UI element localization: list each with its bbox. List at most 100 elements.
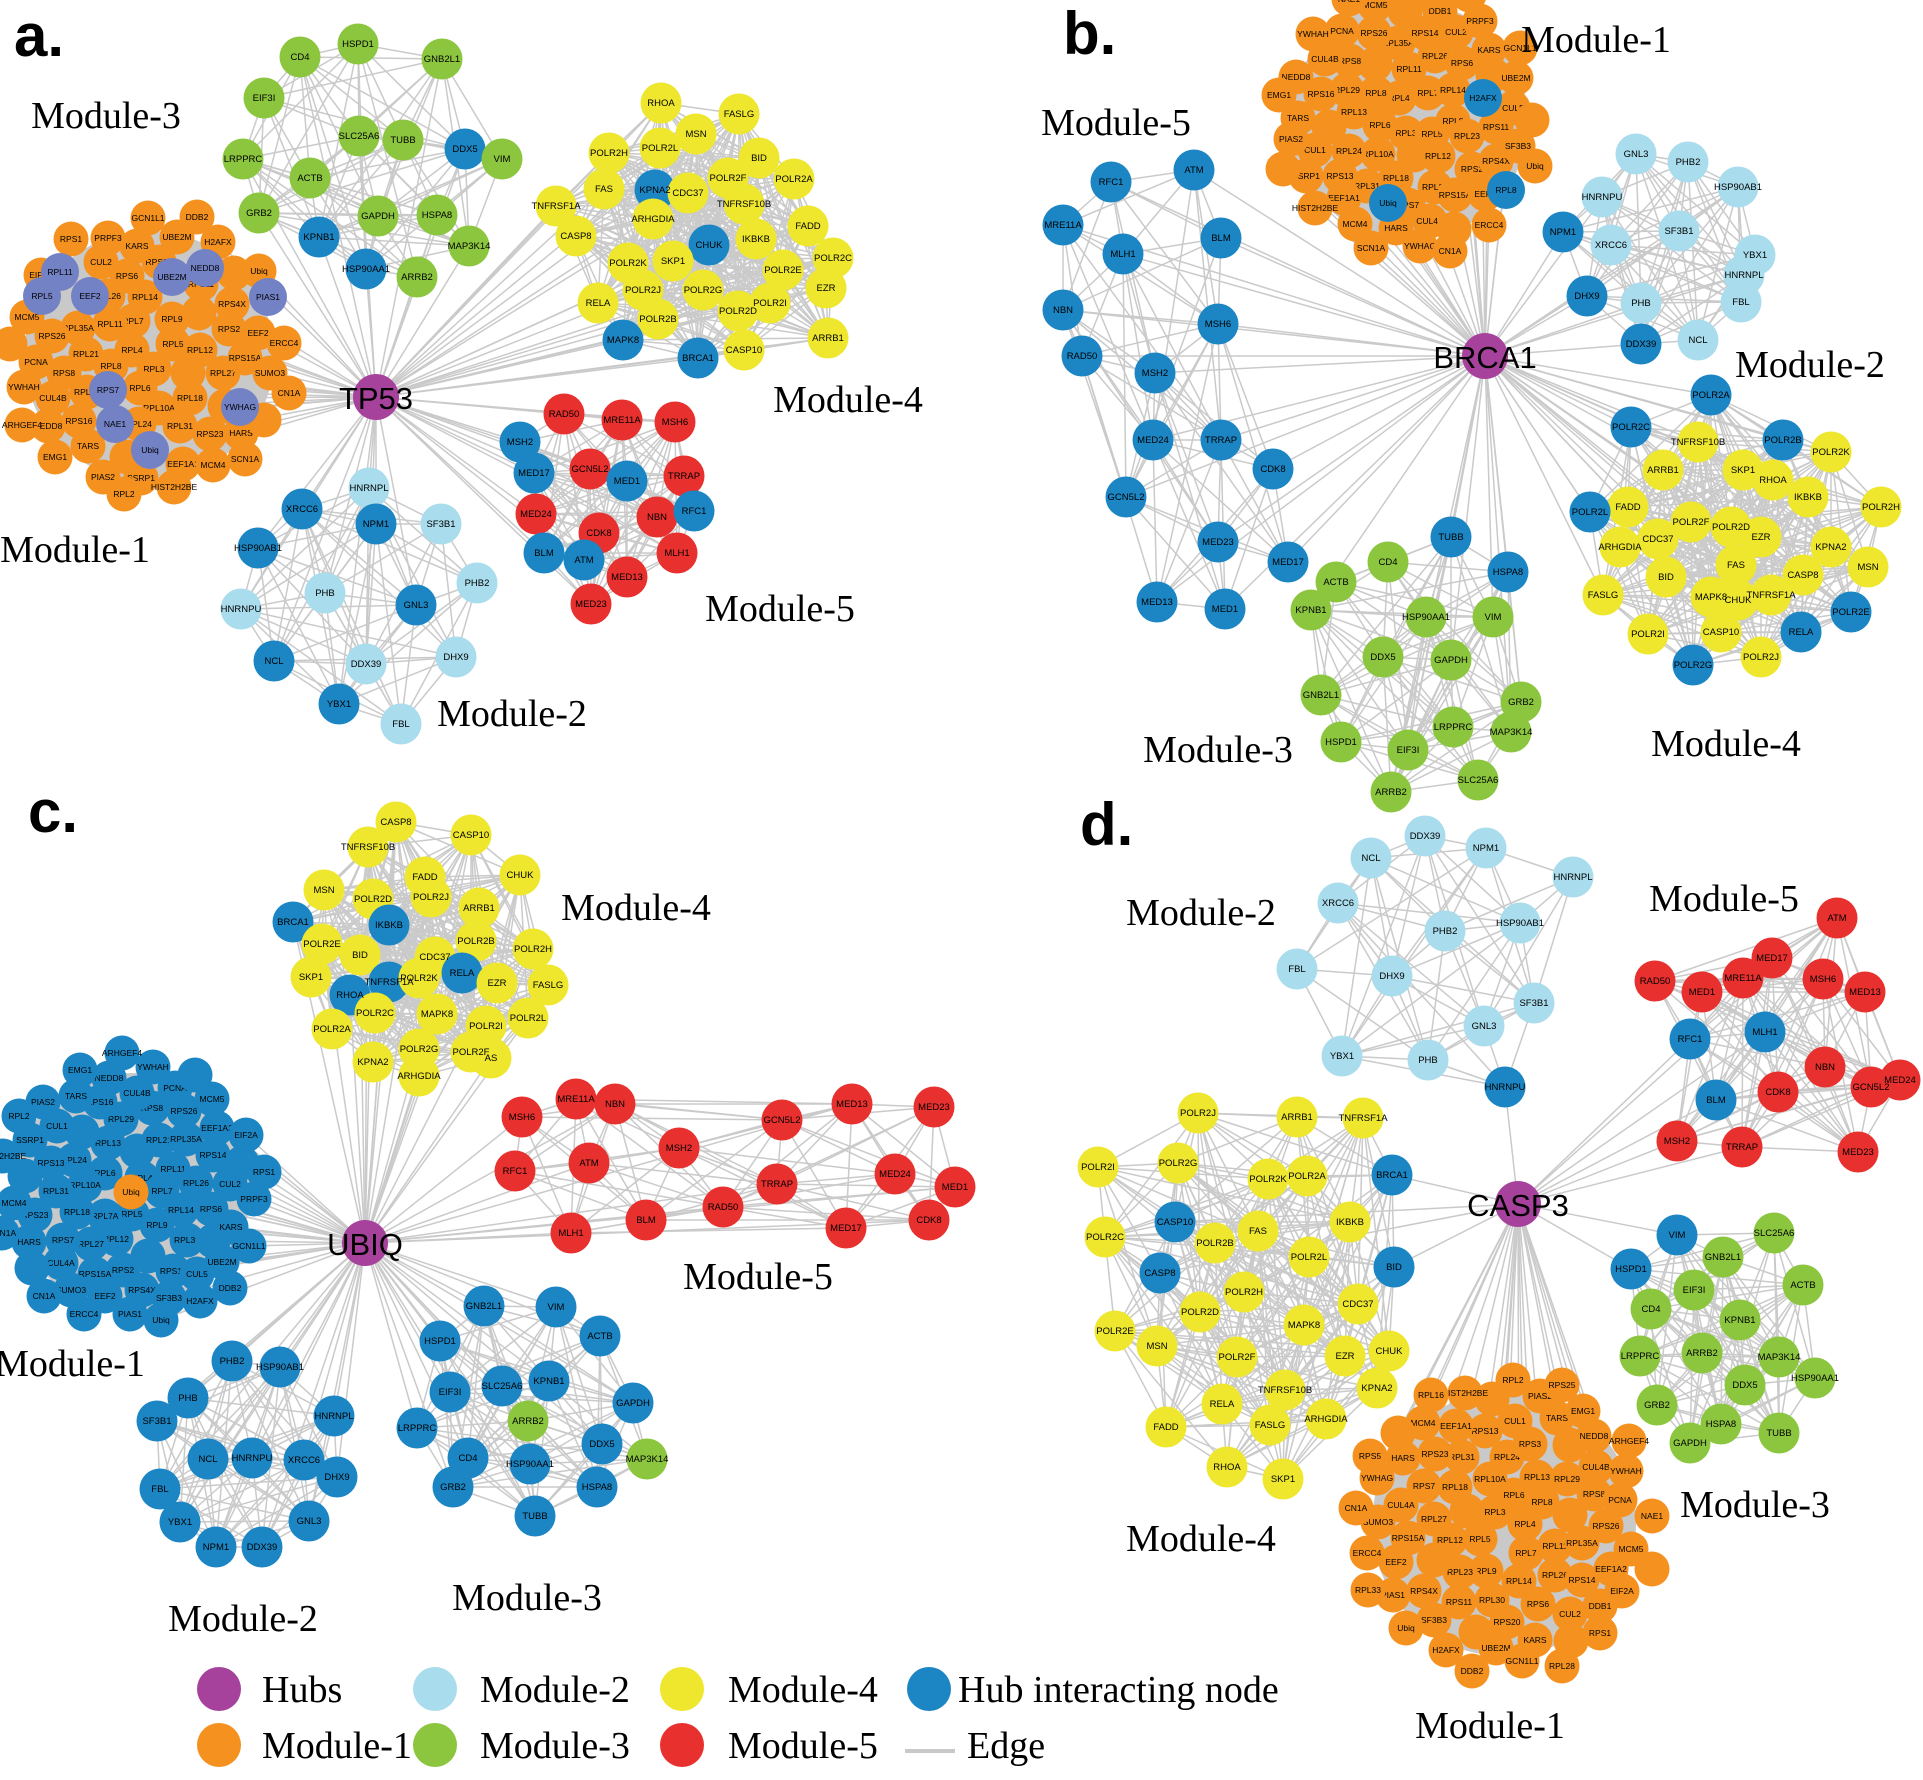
svg-text:HARS: HARS bbox=[1384, 223, 1408, 233]
svg-text:RPS6: RPS6 bbox=[1451, 58, 1473, 68]
svg-text:POLR2G: POLR2G bbox=[684, 285, 723, 296]
svg-text:RPL12: RPL12 bbox=[103, 1234, 129, 1244]
svg-text:POLR2A: POLR2A bbox=[1692, 390, 1730, 401]
svg-text:MED24: MED24 bbox=[520, 509, 552, 520]
svg-text:CHUK: CHUK bbox=[696, 240, 724, 251]
svg-text:RPS16: RPS16 bbox=[1308, 89, 1335, 99]
svg-text:ARHGEF4: ARHGEF4 bbox=[1609, 1436, 1649, 1446]
svg-text:POLR2D: POLR2D bbox=[1181, 1307, 1219, 1318]
svg-text:ACTB: ACTB bbox=[1323, 577, 1348, 588]
svg-text:YWHAH: YWHAH bbox=[1297, 29, 1329, 39]
svg-text:RFC1: RFC1 bbox=[503, 1166, 528, 1177]
svg-text:VIM: VIM bbox=[1485, 612, 1502, 623]
svg-text:FAS: FAS bbox=[1727, 560, 1745, 571]
svg-text:RPL6: RPL6 bbox=[1369, 120, 1391, 130]
svg-text:SKP1: SKP1 bbox=[661, 256, 685, 267]
svg-text:PHB2: PHB2 bbox=[465, 578, 490, 589]
svg-text:RPL28: RPL28 bbox=[1549, 1661, 1575, 1671]
svg-text:DHX9: DHX9 bbox=[1379, 971, 1404, 982]
svg-text:BRCA1: BRCA1 bbox=[682, 353, 714, 364]
svg-text:GCN5L2: GCN5L2 bbox=[764, 1115, 801, 1126]
svg-text:RPL31: RPL31 bbox=[1449, 1452, 1475, 1462]
svg-text:RPL14: RPL14 bbox=[168, 1205, 194, 1215]
svg-text:EZR: EZR bbox=[1752, 532, 1771, 543]
svg-text:CASP3: CASP3 bbox=[1467, 1188, 1569, 1223]
svg-text:CUL4B: CUL4B bbox=[39, 393, 67, 403]
svg-text:Ubiq: Ubiq bbox=[141, 445, 159, 455]
svg-text:NCL: NCL bbox=[1361, 853, 1380, 864]
svg-text:d.: d. bbox=[1080, 791, 1133, 858]
svg-text:SSRP1: SSRP1 bbox=[16, 1135, 44, 1145]
svg-text:POLR2K: POLR2K bbox=[609, 258, 647, 269]
svg-text:Module-1: Module-1 bbox=[0, 529, 150, 571]
svg-text:Module-3: Module-3 bbox=[1680, 1484, 1830, 1526]
svg-text:RPS14: RPS14 bbox=[200, 1150, 227, 1160]
svg-text:POLR2B: POLR2B bbox=[639, 314, 677, 325]
svg-text:FASLG: FASLG bbox=[1588, 590, 1619, 601]
svg-text:NAE1: NAE1 bbox=[1641, 1511, 1663, 1521]
svg-text:KPNB1: KPNB1 bbox=[303, 232, 334, 243]
svg-text:CUL4B: CUL4B bbox=[1582, 1462, 1610, 1472]
svg-text:ARRB1: ARRB1 bbox=[812, 333, 844, 344]
svg-text:SF3B1: SF3B1 bbox=[1664, 226, 1693, 237]
svg-text:DDB2: DDB2 bbox=[1461, 1666, 1484, 1676]
svg-text:POLR2K: POLR2K bbox=[400, 973, 438, 984]
svg-text:NCL: NCL bbox=[1688, 335, 1707, 346]
svg-text:VIM: VIM bbox=[548, 1302, 565, 1313]
svg-text:RPL27: RPL27 bbox=[1421, 1514, 1447, 1524]
svg-text:MAPK8: MAPK8 bbox=[1695, 592, 1727, 603]
svg-text:MLH1: MLH1 bbox=[664, 548, 689, 559]
svg-text:HNRNPU: HNRNPU bbox=[232, 1453, 273, 1464]
svg-text:SF3B1: SF3B1 bbox=[142, 1416, 171, 1427]
svg-text:YWHAH: YWHAH bbox=[137, 1062, 169, 1072]
svg-text:RPL18: RPL18 bbox=[64, 1207, 90, 1217]
svg-text:TUBB: TUBB bbox=[1766, 1428, 1791, 1439]
svg-text:CD4: CD4 bbox=[1641, 1304, 1660, 1315]
svg-text:H2AFX: H2AFX bbox=[186, 1296, 214, 1306]
svg-text:LRPPRC: LRPPRC bbox=[398, 1423, 437, 1434]
svg-text:IKBKB: IKBKB bbox=[1336, 1217, 1364, 1228]
svg-text:RPL5: RPL5 bbox=[1469, 1534, 1491, 1544]
svg-text:POLR2J: POLR2J bbox=[1180, 1108, 1216, 1119]
svg-text:RPL35A: RPL35A bbox=[62, 323, 94, 333]
svg-text:Module-1: Module-1 bbox=[1415, 1705, 1565, 1747]
svg-text:NPM1: NPM1 bbox=[203, 1542, 229, 1553]
svg-text:POLR2H: POLR2H bbox=[1225, 1287, 1263, 1298]
svg-text:Module-5: Module-5 bbox=[1649, 878, 1799, 920]
svg-text:PIAS2: PIAS2 bbox=[31, 1097, 55, 1107]
svg-text:GCN5L2: GCN5L2 bbox=[1108, 492, 1145, 503]
svg-text:HSP90AA1: HSP90AA1 bbox=[1791, 1373, 1839, 1384]
svg-text:SF3B3: SF3B3 bbox=[156, 1293, 182, 1303]
svg-text:TRRAP: TRRAP bbox=[761, 1179, 793, 1190]
svg-text:FBL: FBL bbox=[392, 719, 409, 730]
svg-text:FADD: FADD bbox=[412, 872, 437, 883]
svg-text:RPL31: RPL31 bbox=[43, 1186, 69, 1196]
svg-text:EIF2A: EIF2A bbox=[1610, 1586, 1634, 1596]
svg-text:HSPA8: HSPA8 bbox=[582, 1482, 612, 1493]
svg-text:MAPK8: MAPK8 bbox=[607, 335, 639, 346]
svg-text:CASP8: CASP8 bbox=[380, 817, 411, 828]
svg-text:SCN1A: SCN1A bbox=[0, 1228, 17, 1238]
svg-text:CDC37: CDC37 bbox=[419, 952, 450, 963]
svg-text:ARHGDIA: ARHGDIA bbox=[1598, 542, 1642, 553]
svg-text:RPS15A: RPS15A bbox=[79, 1269, 112, 1279]
svg-text:RPL10A: RPL10A bbox=[1362, 149, 1394, 159]
svg-text:TNFRSF10B: TNFRSF10B bbox=[717, 199, 771, 210]
svg-text:MAP3K14: MAP3K14 bbox=[1490, 727, 1533, 738]
svg-text:ATM: ATM bbox=[574, 555, 593, 566]
svg-text:POLR2I: POLR2I bbox=[1631, 629, 1665, 640]
svg-text:KARS: KARS bbox=[1477, 45, 1500, 55]
svg-text:HARS: HARS bbox=[17, 1237, 41, 1247]
svg-text:ARRB1: ARRB1 bbox=[463, 903, 495, 914]
svg-text:RPL29: RPL29 bbox=[1334, 85, 1360, 95]
svg-text:FASLG: FASLG bbox=[533, 980, 564, 991]
svg-text:UBE2M: UBE2M bbox=[162, 232, 191, 242]
svg-text:RPL6: RPL6 bbox=[129, 383, 151, 393]
svg-text:DDX5: DDX5 bbox=[452, 144, 477, 155]
svg-text:RELA: RELA bbox=[1789, 627, 1814, 638]
svg-text:b.: b. bbox=[1063, 0, 1116, 67]
svg-text:TARS: TARS bbox=[1546, 1413, 1568, 1423]
svg-text:PHB2: PHB2 bbox=[220, 1356, 245, 1367]
svg-text:MED23: MED23 bbox=[1202, 537, 1234, 548]
svg-text:POLR2L: POLR2L bbox=[1291, 1252, 1327, 1263]
